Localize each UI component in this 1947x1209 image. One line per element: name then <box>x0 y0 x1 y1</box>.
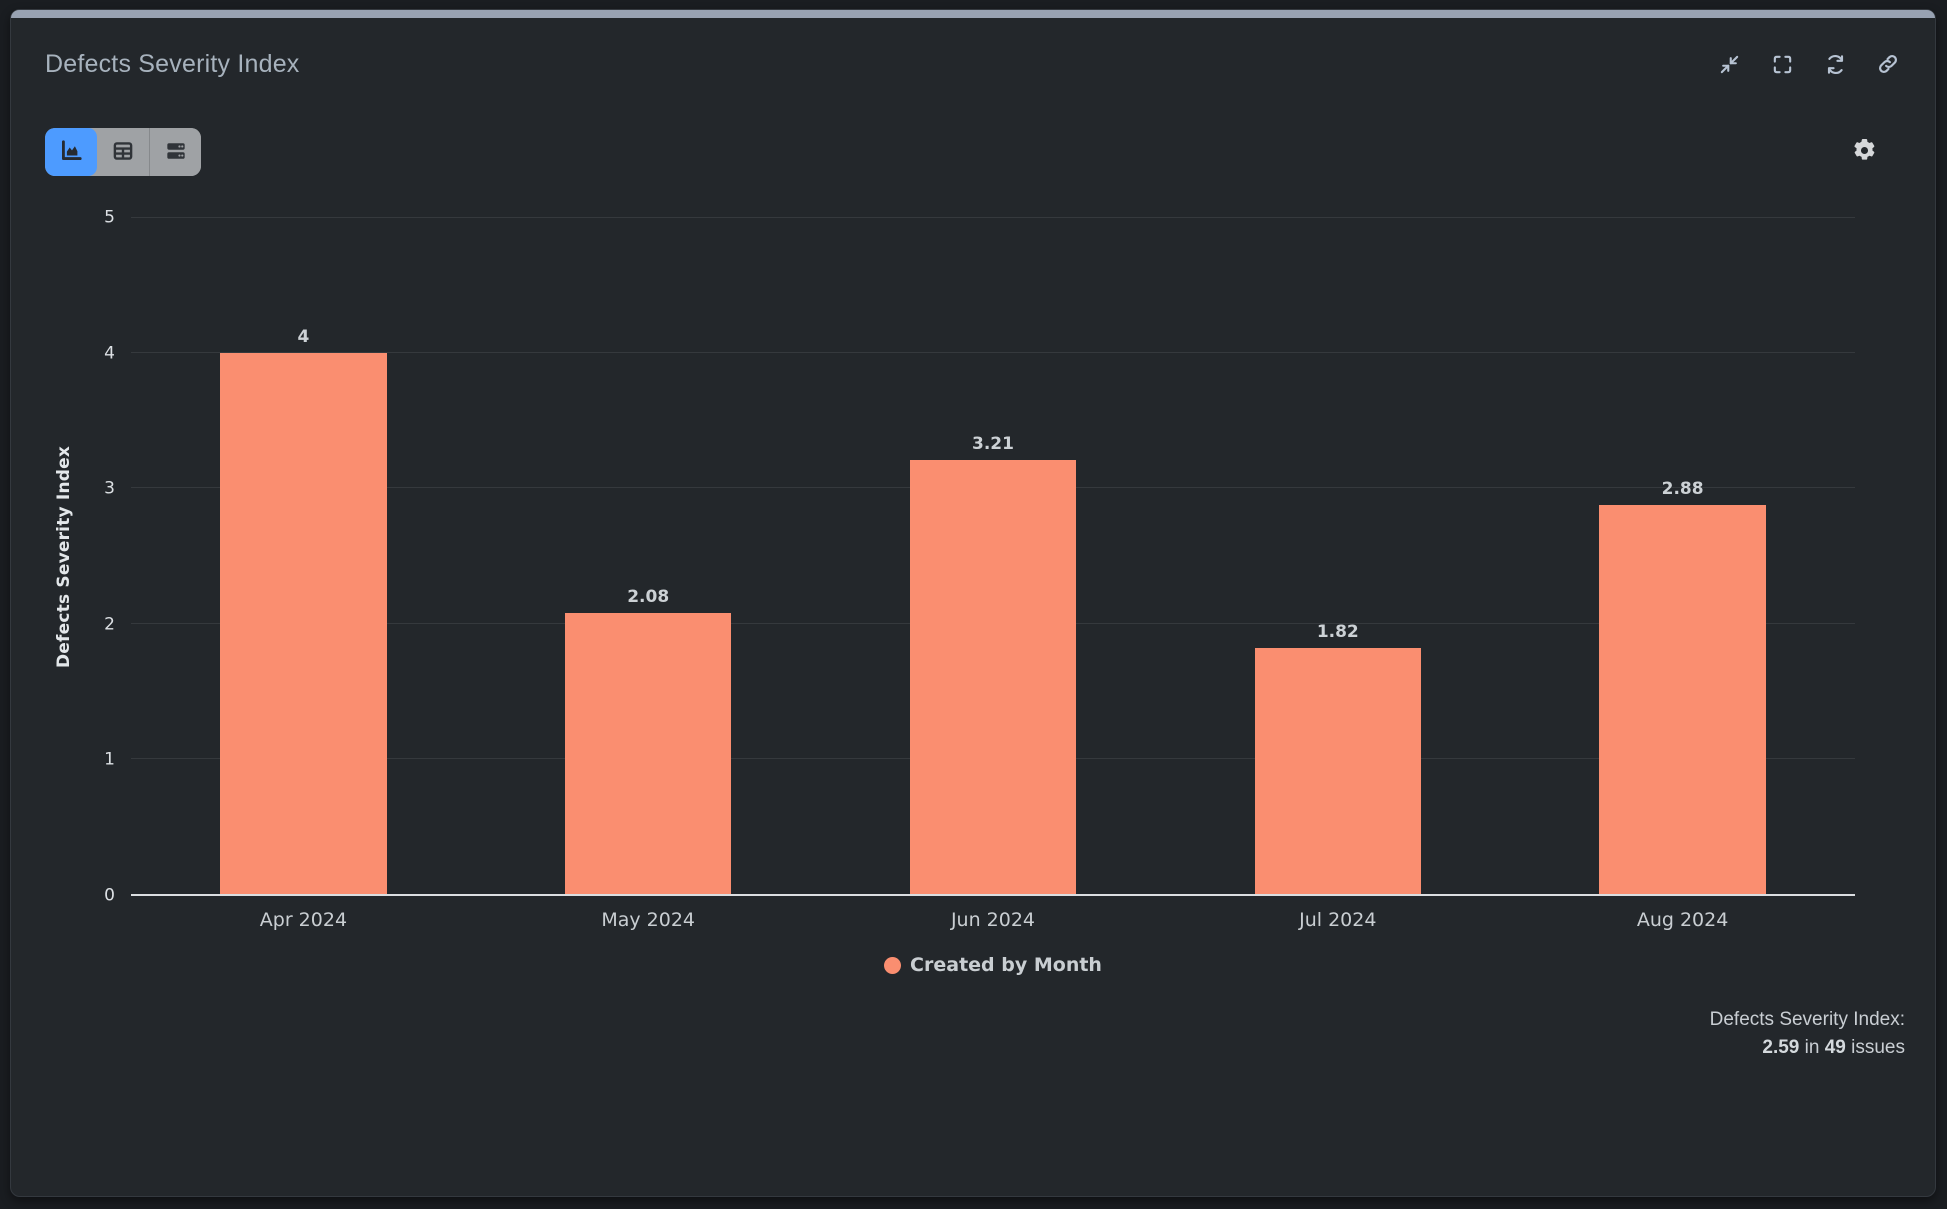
bar-aug-2024[interactable] <box>1599 504 1766 894</box>
panel-body: Defects Severity Index <box>11 18 1935 1196</box>
bar-slot: 2.08 <box>476 218 821 894</box>
y-axis-ticks: 0 1 2 3 4 5 <box>83 209 131 904</box>
x-axis-labels: Apr 2024 May 2024 Jun 2024 Jul 2024 Aug 2024 <box>131 896 1855 944</box>
summary-count: 49 <box>1824 1037 1846 1058</box>
y-tick-label: 3 <box>104 478 115 499</box>
y-tick-label: 1 <box>104 749 115 770</box>
summary: Defects Severity Index: 2.59 in 49 issue… <box>45 1006 1905 1062</box>
drill-rows-view-button[interactable] <box>149 128 201 176</box>
plot-area: 4 2.08 3.21 1.82 2.88 <box>131 217 1855 896</box>
gridline <box>131 352 1855 354</box>
summary-label: Defects Severity Index: <box>1709 1009 1905 1030</box>
bar-may-2024[interactable] <box>564 612 732 894</box>
bar-jul-2024[interactable] <box>1254 647 1422 894</box>
bar-apr-2024[interactable] <box>220 353 387 894</box>
bar-slot: 2.88 <box>1510 218 1855 894</box>
y-tick-label: 0 <box>104 885 115 906</box>
summary-issues-word: issues <box>1851 1037 1905 1058</box>
panel-drag-handle[interactable] <box>11 10 1935 18</box>
widget-toolbar <box>45 128 1905 176</box>
y-tick-label: 5 <box>104 207 115 228</box>
widget-title: Defects Severity Index <box>45 49 300 78</box>
bar-slot: 4 <box>131 218 476 894</box>
drill-rows-icon <box>163 138 189 167</box>
chart-view-button[interactable] <box>45 128 97 176</box>
bar-jun-2024[interactable] <box>909 460 1077 894</box>
bar-slot: 3.21 <box>821 218 1166 894</box>
bar-value-label: 2.08 <box>627 586 670 607</box>
view-toggle-group <box>45 128 201 176</box>
fullscreen-button[interactable] <box>1769 51 1795 77</box>
refresh-button[interactable] <box>1822 51 1848 77</box>
link-icon <box>1876 52 1900 76</box>
y-axis-title: Defects Severity Index <box>54 445 74 669</box>
bar-value-label: 1.82 <box>1316 621 1359 642</box>
y-tick-label: 2 <box>104 614 115 635</box>
bar-slot: 1.82 <box>1165 218 1510 894</box>
summary-value-line: 2.59 in 49 issues <box>45 1034 1905 1062</box>
gear-icon <box>1852 138 1877 166</box>
collapse-icon <box>1718 53 1741 76</box>
x-axis-label: Apr 2024 <box>259 909 348 931</box>
legend-item[interactable]: Created by Month <box>131 954 1855 976</box>
summary-in-word: in <box>1804 1037 1820 1058</box>
table-view-button[interactable] <box>97 128 149 176</box>
refresh-icon <box>1824 53 1847 76</box>
fullscreen-icon <box>1771 53 1794 76</box>
bars-layer: 4 2.08 3.21 1.82 2.88 <box>131 218 1855 894</box>
widget-header: Defects Severity Index <box>45 46 1905 82</box>
x-axis-label: Jun 2024 <box>950 909 1036 931</box>
link-button[interactable] <box>1875 51 1901 77</box>
legend-label: Created by Month <box>910 954 1102 976</box>
area-chart-icon <box>58 138 84 167</box>
summary-value: 2.59 <box>1762 1037 1800 1058</box>
widget-panel: Defects Severity Index <box>10 9 1936 1197</box>
x-axis-label: May 2024 <box>601 909 696 931</box>
bar-value-label: 2.88 <box>1661 478 1704 499</box>
bar-chart: Defects Severity Index 0 1 2 3 4 5 4 2.08 3.21 1… <box>45 209 1855 976</box>
x-axis-label: Aug 2024 <box>1636 909 1729 931</box>
settings-button[interactable] <box>1849 137 1879 167</box>
header-actions <box>1716 51 1905 77</box>
table-icon <box>110 138 136 167</box>
x-axis-label: Jul 2024 <box>1299 909 1377 931</box>
y-tick-label: 4 <box>104 343 115 364</box>
bar-value-label: 3.21 <box>972 434 1014 455</box>
bar-value-label: 4 <box>297 327 310 348</box>
collapse-button[interactable] <box>1716 51 1742 77</box>
legend-marker <box>884 956 902 974</box>
gridline <box>131 217 1855 218</box>
